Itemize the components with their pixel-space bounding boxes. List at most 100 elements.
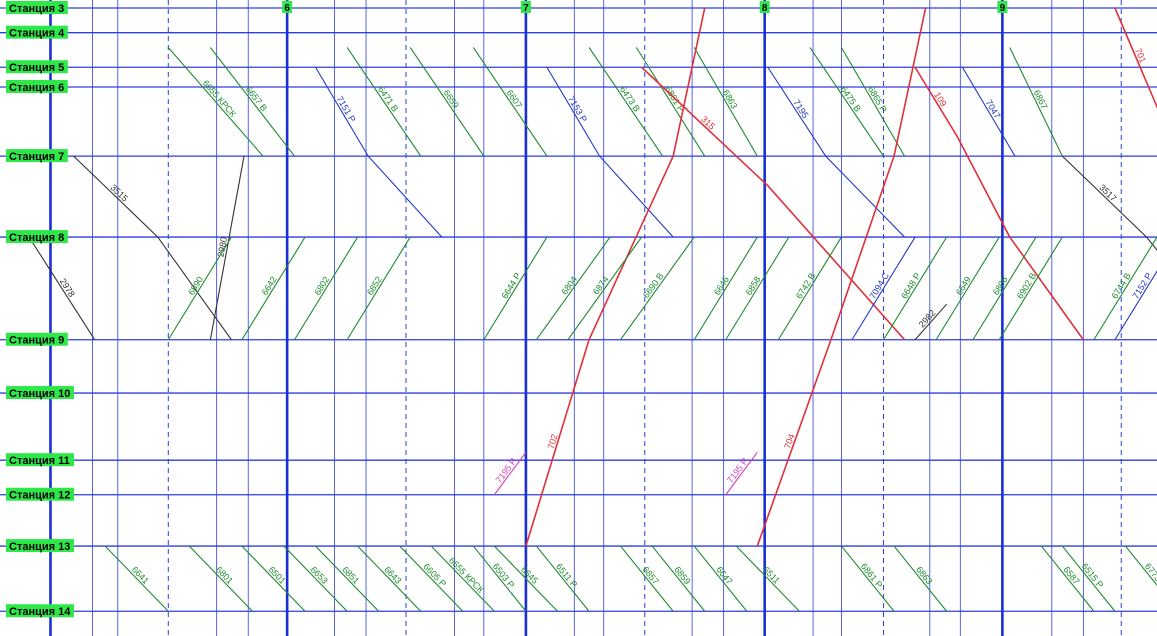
- train-path: [1061, 545, 1116, 612]
- train-path: [914, 303, 948, 341]
- train-path: [104, 545, 169, 612]
- station-label-bg: [6, 230, 68, 244]
- train-path: [535, 545, 590, 612]
- train-path: [693, 236, 758, 341]
- train-path: [893, 545, 948, 612]
- train-path: [167, 236, 232, 341]
- station-label-bg: [6, 539, 74, 553]
- train-path: [409, 47, 485, 157]
- train-number-label: 704: [782, 432, 796, 450]
- train-number-label: 6646: [712, 275, 731, 297]
- train-path: [620, 545, 674, 612]
- train-path: [777, 236, 842, 341]
- train-path: [693, 545, 748, 612]
- train-path: [809, 47, 884, 157]
- station-labels: Станция 3 Станция 4 Станция 5 Станция 6 Стан…: [6, 1, 74, 618]
- train-path: [588, 47, 664, 157]
- train-path: [209, 155, 245, 340]
- train-number-label: 2978: [58, 277, 77, 299]
- train-number-label: 6473 В: [618, 84, 642, 113]
- station-label-bg: [6, 487, 74, 501]
- train-path: [357, 545, 422, 612]
- station-label: Станция 4: [9, 28, 65, 40]
- train-number-label: 6808: [991, 275, 1010, 297]
- train-path: [914, 66, 1085, 341]
- train-number-label: 6657 В: [244, 84, 269, 113]
- train-path: [1114, 7, 1157, 109]
- train-number-label: 6802: [312, 275, 331, 297]
- train-path: [535, 236, 611, 341]
- train-number-label: 6475 В: [839, 84, 863, 113]
- hour-label: 7: [523, 3, 529, 14]
- train-path: [725, 236, 790, 341]
- station-label-bg: [6, 332, 68, 346]
- train-number-label: 315: [699, 114, 717, 132]
- train-path: [735, 545, 800, 612]
- train-number-label: 701: [1133, 47, 1148, 65]
- hour-label-bg: [759, 1, 770, 13]
- train-path: [841, 545, 895, 612]
- train-path: [167, 47, 264, 157]
- train-path: [851, 236, 916, 341]
- train-number-label: 6867: [1032, 88, 1050, 110]
- train-path: [209, 47, 295, 157]
- station-label: Станция 8: [9, 232, 64, 244]
- train-number-label: 6605 Р: [421, 561, 448, 588]
- train-number-label: 6607: [505, 88, 525, 110]
- train-path: [767, 66, 905, 238]
- train-path: [472, 545, 527, 612]
- train-path: [840, 47, 906, 157]
- train-path: [188, 545, 253, 612]
- train-number-label: 6690 В: [641, 271, 666, 300]
- train-number-label: 6655 КРСК: [201, 78, 239, 119]
- hour-label: 8: [762, 3, 768, 14]
- train-number-label: 6773 Р: [1143, 561, 1157, 589]
- train-path: [346, 47, 422, 157]
- train-path: [756, 7, 927, 547]
- train-path: [883, 236, 948, 341]
- hour-label-bg: [997, 1, 1008, 13]
- station-label-bg: [6, 79, 68, 93]
- train-path: [493, 545, 558, 612]
- train-path: [525, 7, 706, 547]
- train-path: [1093, 236, 1157, 341]
- train-number-label: 7195: [791, 98, 810, 120]
- station-label: Станция 6: [9, 82, 64, 94]
- train-path: [1040, 545, 1095, 612]
- train-path: [1125, 545, 1157, 587]
- train-path: [620, 236, 695, 341]
- station-label: Станция 12: [9, 490, 70, 502]
- station-label-bg: [6, 25, 68, 39]
- train-path: [635, 47, 706, 157]
- train-path: [472, 47, 548, 157]
- train-path: [346, 236, 411, 341]
- station-label: Станция 9: [9, 335, 64, 347]
- station-label-bg: [6, 386, 74, 400]
- station-label-bg: [6, 60, 68, 74]
- train-path: [241, 545, 306, 612]
- train-path: [31, 240, 96, 341]
- train-number-label: 6642: [260, 275, 279, 297]
- train-path: [430, 545, 495, 612]
- station-label: Станция 7: [9, 151, 64, 163]
- train-number-label: 6655 КРСК: [447, 555, 486, 595]
- train-number-label: 7047: [984, 98, 1003, 120]
- station-label: Станция 13: [9, 541, 70, 553]
- train-path: [241, 236, 306, 341]
- train-number-label: 702: [546, 433, 560, 450]
- hour-label-bg: [520, 1, 531, 13]
- station-label: Станция 10: [9, 388, 70, 400]
- train-path: [1061, 155, 1157, 251]
- station-label-bg: [6, 1, 68, 14]
- train-path: [651, 545, 706, 612]
- hour-label-bg: [282, 1, 293, 13]
- train-path: [961, 66, 1016, 157]
- train-path: [1114, 270, 1157, 341]
- train-number-label: 7094 С: [867, 270, 891, 300]
- train-path: [283, 545, 348, 612]
- train-number-label: 6511 Р: [554, 562, 579, 590]
- train-path: [935, 236, 1000, 341]
